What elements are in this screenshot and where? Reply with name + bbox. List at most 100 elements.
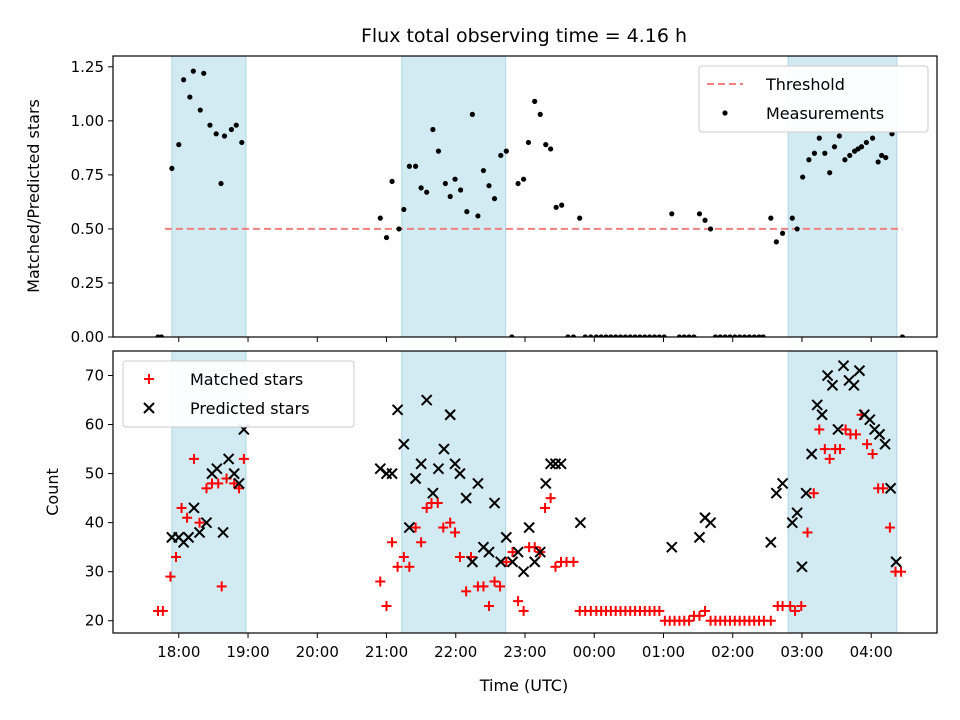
data-point: [696, 211, 703, 217]
data-point: [461, 586, 472, 597]
y-tick-label: 1.00: [71, 112, 104, 130]
data-point: [409, 472, 422, 485]
data-point: [555, 458, 567, 470]
data-point: [438, 522, 449, 533]
data-point: [836, 133, 842, 139]
data-point: [532, 98, 538, 104]
data-point: [157, 605, 168, 616]
data-point: [478, 581, 489, 592]
data-point: [503, 148, 509, 154]
y-tick-label: 0.00: [71, 328, 104, 346]
data-point: [577, 215, 583, 221]
data-point: [732, 334, 738, 337]
data-point: [694, 610, 705, 621]
data-point: [383, 234, 390, 241]
data-point: [228, 126, 235, 133]
data-point: [498, 152, 504, 159]
data-point: [722, 334, 728, 337]
data-point: [509, 334, 515, 337]
data-point: [756, 334, 762, 337]
x-tick-label: 01:00: [642, 643, 685, 661]
data-point: [853, 364, 866, 377]
data-point: [544, 458, 557, 470]
y-tick-label: 0.75: [71, 166, 104, 184]
data-point: [501, 556, 512, 567]
data-point: [884, 482, 897, 495]
data-point: [608, 334, 614, 337]
data-point: [802, 527, 813, 538]
data-point: [779, 230, 786, 236]
data-point: [654, 605, 665, 616]
data-point: [816, 409, 828, 421]
data-point: [398, 438, 410, 450]
chart-title: Flux total observing time = 4.16 h: [361, 25, 687, 47]
data-point: [233, 477, 245, 490]
data-point: [553, 204, 559, 210]
data-point: [458, 187, 464, 193]
data-point: [454, 467, 466, 480]
x-tick-label: 19:00: [226, 643, 269, 661]
data-point: [746, 334, 752, 337]
data-point: [875, 159, 881, 165]
data-point: [483, 601, 494, 612]
series-measurements: [155, 68, 905, 337]
data-point: [760, 334, 766, 337]
data-point: [737, 334, 743, 337]
legend-label: Predicted stars: [190, 399, 310, 418]
data-point: [899, 334, 905, 337]
data-point: [550, 561, 561, 572]
data-point: [480, 167, 487, 174]
data-point: [187, 94, 193, 100]
data-point: [176, 142, 182, 148]
data-point: [642, 334, 648, 337]
top-y-axis-label: Matched/Predicted stars: [24, 99, 43, 293]
data-point: [171, 551, 182, 562]
data-point: [427, 487, 439, 499]
legend-matched-swatch: [144, 374, 154, 384]
data-point: [217, 526, 229, 539]
data-point: [387, 537, 398, 548]
data-point: [548, 146, 554, 152]
data-point: [529, 542, 540, 553]
data-point: [491, 196, 498, 202]
data-point: [822, 150, 828, 156]
data-point: [540, 477, 552, 490]
data-point: [228, 467, 240, 480]
data-point: [495, 581, 506, 592]
data-point: [824, 453, 835, 464]
data-point: [543, 142, 549, 148]
data-point: [847, 152, 853, 159]
data-point: [534, 546, 546, 558]
data-point: [450, 527, 461, 538]
data-point: [169, 165, 175, 171]
x-axis-label: Time (UTC): [479, 676, 568, 695]
y-tick-label: 0.25: [71, 274, 104, 292]
data-point: [515, 180, 521, 187]
data-point: [406, 163, 412, 169]
data-point: [475, 213, 481, 219]
data-point: [651, 334, 658, 337]
data-point: [421, 502, 432, 513]
data-point: [867, 448, 878, 459]
data-point: [188, 502, 200, 514]
data-point: [676, 334, 683, 337]
bottom-y-axis-label: Count: [43, 468, 62, 516]
data-point: [182, 531, 195, 544]
legend-predicted-swatch: [143, 402, 155, 414]
data-point: [438, 443, 450, 455]
data-point: [789, 215, 795, 221]
data-point: [222, 453, 235, 465]
count-panel: 20 30 40 50 60 70 18:00 19:00 20:00 21:00 22:00 23:…: [85, 350, 938, 661]
data-point: [879, 152, 885, 159]
data-point: [239, 139, 245, 146]
data-point: [512, 546, 524, 558]
data-point: [811, 150, 818, 156]
data-point: [598, 334, 604, 337]
legend-box: [698, 65, 929, 133]
data-point: [233, 122, 239, 128]
data-point: [495, 556, 507, 568]
data-point: [666, 541, 678, 553]
data-point: [424, 189, 430, 195]
data-point: [181, 77, 187, 83]
data-point: [518, 605, 529, 616]
